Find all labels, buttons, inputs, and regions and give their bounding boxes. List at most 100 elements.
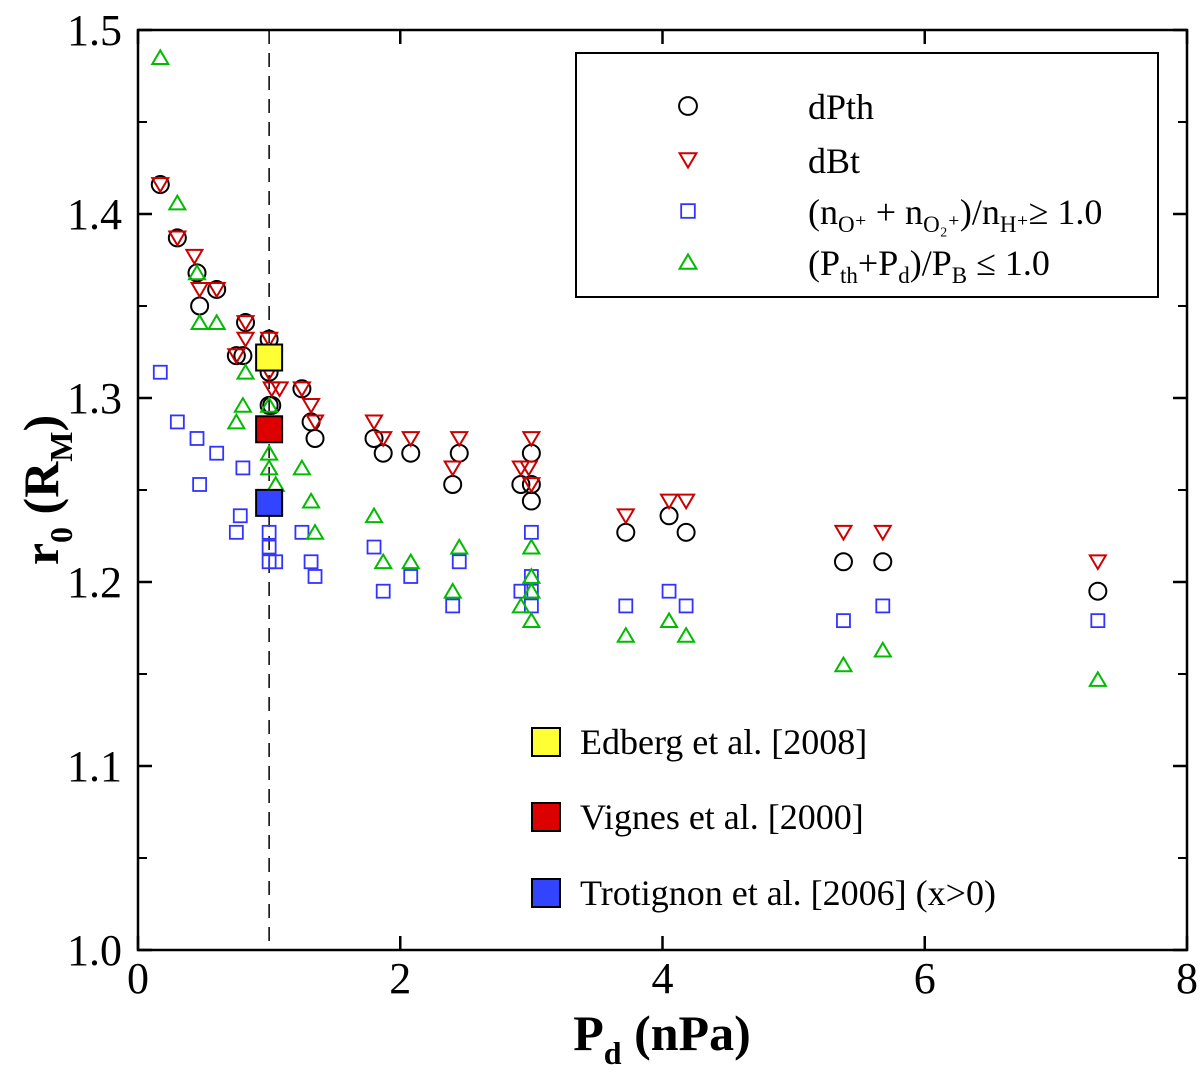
legend-label-dBt: dBt xyxy=(808,141,860,181)
dBt-point xyxy=(305,414,325,432)
legend-label-part: O₂⁺ xyxy=(923,212,960,237)
pressure-point xyxy=(167,193,188,211)
x-tick-label: 4 xyxy=(652,954,674,1003)
ion-point xyxy=(294,524,310,540)
y-tick-label: 1.2 xyxy=(67,558,122,607)
y-axis-title-main: r xyxy=(13,543,69,565)
pressure-point xyxy=(511,596,531,614)
ion-point xyxy=(451,554,467,570)
reference-legend-label: Trotignon et al. [2006] (x>0) xyxy=(580,873,996,913)
ion-point xyxy=(836,613,851,629)
legend-symbol-dBt xyxy=(677,152,699,170)
dPth-point xyxy=(873,552,893,572)
legend-label-part: + n xyxy=(867,192,923,232)
legend-label-part: O⁺ xyxy=(838,212,867,237)
dBt-point xyxy=(873,524,893,542)
pressure-point xyxy=(189,313,210,330)
ion-point xyxy=(375,583,391,599)
dBt-point xyxy=(184,248,205,266)
pressure-point xyxy=(259,396,279,413)
pressure-point xyxy=(676,626,696,643)
dBt-point xyxy=(1088,554,1108,571)
ion-point xyxy=(366,539,382,555)
legend-symbol-dPth xyxy=(678,96,698,116)
dBt-point xyxy=(206,282,227,299)
series-ion xyxy=(152,364,1106,629)
x-axis-title: Pd (nPa) xyxy=(573,1005,751,1071)
pressure-point xyxy=(659,611,679,629)
pressure-point xyxy=(235,363,256,380)
reference-legend-label: Edberg et al. [2008] xyxy=(580,722,867,762)
ion-point xyxy=(228,524,244,540)
dBt-point xyxy=(616,508,636,525)
dPth-point xyxy=(833,552,853,572)
pressure-point xyxy=(521,537,542,555)
pressure-point xyxy=(400,552,421,570)
ion-point xyxy=(192,477,208,492)
reference-legend-swatch xyxy=(531,727,561,757)
data-points xyxy=(150,48,1108,687)
reference-legend-swatch xyxy=(531,878,561,908)
dBt-point xyxy=(235,315,256,332)
pressure-point xyxy=(292,458,312,476)
ion-point xyxy=(152,364,168,380)
dBt-point xyxy=(292,381,312,398)
series-dBt xyxy=(150,177,1108,571)
series-pressure xyxy=(150,48,1108,687)
ion-point xyxy=(678,598,694,614)
ion-point xyxy=(303,554,319,570)
reference-legend-swatch xyxy=(531,802,561,832)
x-tick-label: 6 xyxy=(914,954,936,1003)
legend-entries: dPth dBt (nO⁺ + nO₂⁺)/nH⁺≥ 1.0 (Pth+Pd)/PB … xyxy=(677,87,1103,288)
pressure-point xyxy=(226,412,247,430)
ion-point xyxy=(403,569,419,584)
reference-legend: Edberg et al. [2008] Vignes et al. [2000]… xyxy=(531,722,996,913)
dBt-point xyxy=(442,460,463,478)
pressure-point xyxy=(150,48,171,65)
legend-label-part: B xyxy=(952,263,967,288)
dBt-point xyxy=(521,431,542,448)
y-tick-label: 1.4 xyxy=(67,190,122,239)
dBt-point xyxy=(150,177,171,194)
pressure-point xyxy=(301,491,321,509)
ion-point xyxy=(189,431,205,446)
legend-label-part: ≤ 1.0 xyxy=(967,243,1050,283)
x-tick-label: 8 xyxy=(1176,954,1198,1003)
pressure-point xyxy=(206,313,227,330)
dPth-point xyxy=(676,522,696,542)
ion-point xyxy=(618,598,634,614)
y-tick-label: 1.1 xyxy=(67,742,122,791)
y-tick-label: 1.3 xyxy=(67,374,122,423)
legend-label-part: th xyxy=(840,263,858,288)
dBt-point xyxy=(519,460,539,478)
y-tick-label: 1.0 xyxy=(67,926,122,975)
pressure-point xyxy=(233,396,253,413)
dBt-point xyxy=(659,493,679,511)
y-tick-label: 1.5 xyxy=(67,6,122,55)
legend-label-part: +P xyxy=(858,243,898,283)
legend-label-part: (n xyxy=(808,192,838,232)
dBt-point xyxy=(400,431,421,448)
pressure-point xyxy=(187,263,207,281)
y-axis-title-open: (R xyxy=(13,461,69,527)
ion-point xyxy=(661,583,677,599)
legend-frame xyxy=(575,52,1159,298)
legend-label-part: ≥ 1.0 xyxy=(1029,192,1103,232)
pressure-point xyxy=(873,640,893,658)
x-axis-title-sub: d xyxy=(604,1035,622,1071)
legend-label-part: dBt xyxy=(808,141,860,181)
dBt-point xyxy=(449,431,470,448)
dBt-point xyxy=(521,477,542,494)
ion-point xyxy=(209,445,225,461)
ion-point xyxy=(235,460,251,476)
pressure-point xyxy=(364,506,384,524)
dBt-point xyxy=(167,230,188,248)
x-axis-title-rest: (nPa) xyxy=(622,1005,751,1061)
reference-marker xyxy=(255,415,284,444)
pressure-point xyxy=(833,655,854,673)
dBt-point xyxy=(373,431,393,448)
dBt-point xyxy=(189,282,210,299)
dBt-point xyxy=(364,414,384,432)
legend-symbol-ion xyxy=(680,203,696,219)
reference-marker xyxy=(255,488,284,517)
